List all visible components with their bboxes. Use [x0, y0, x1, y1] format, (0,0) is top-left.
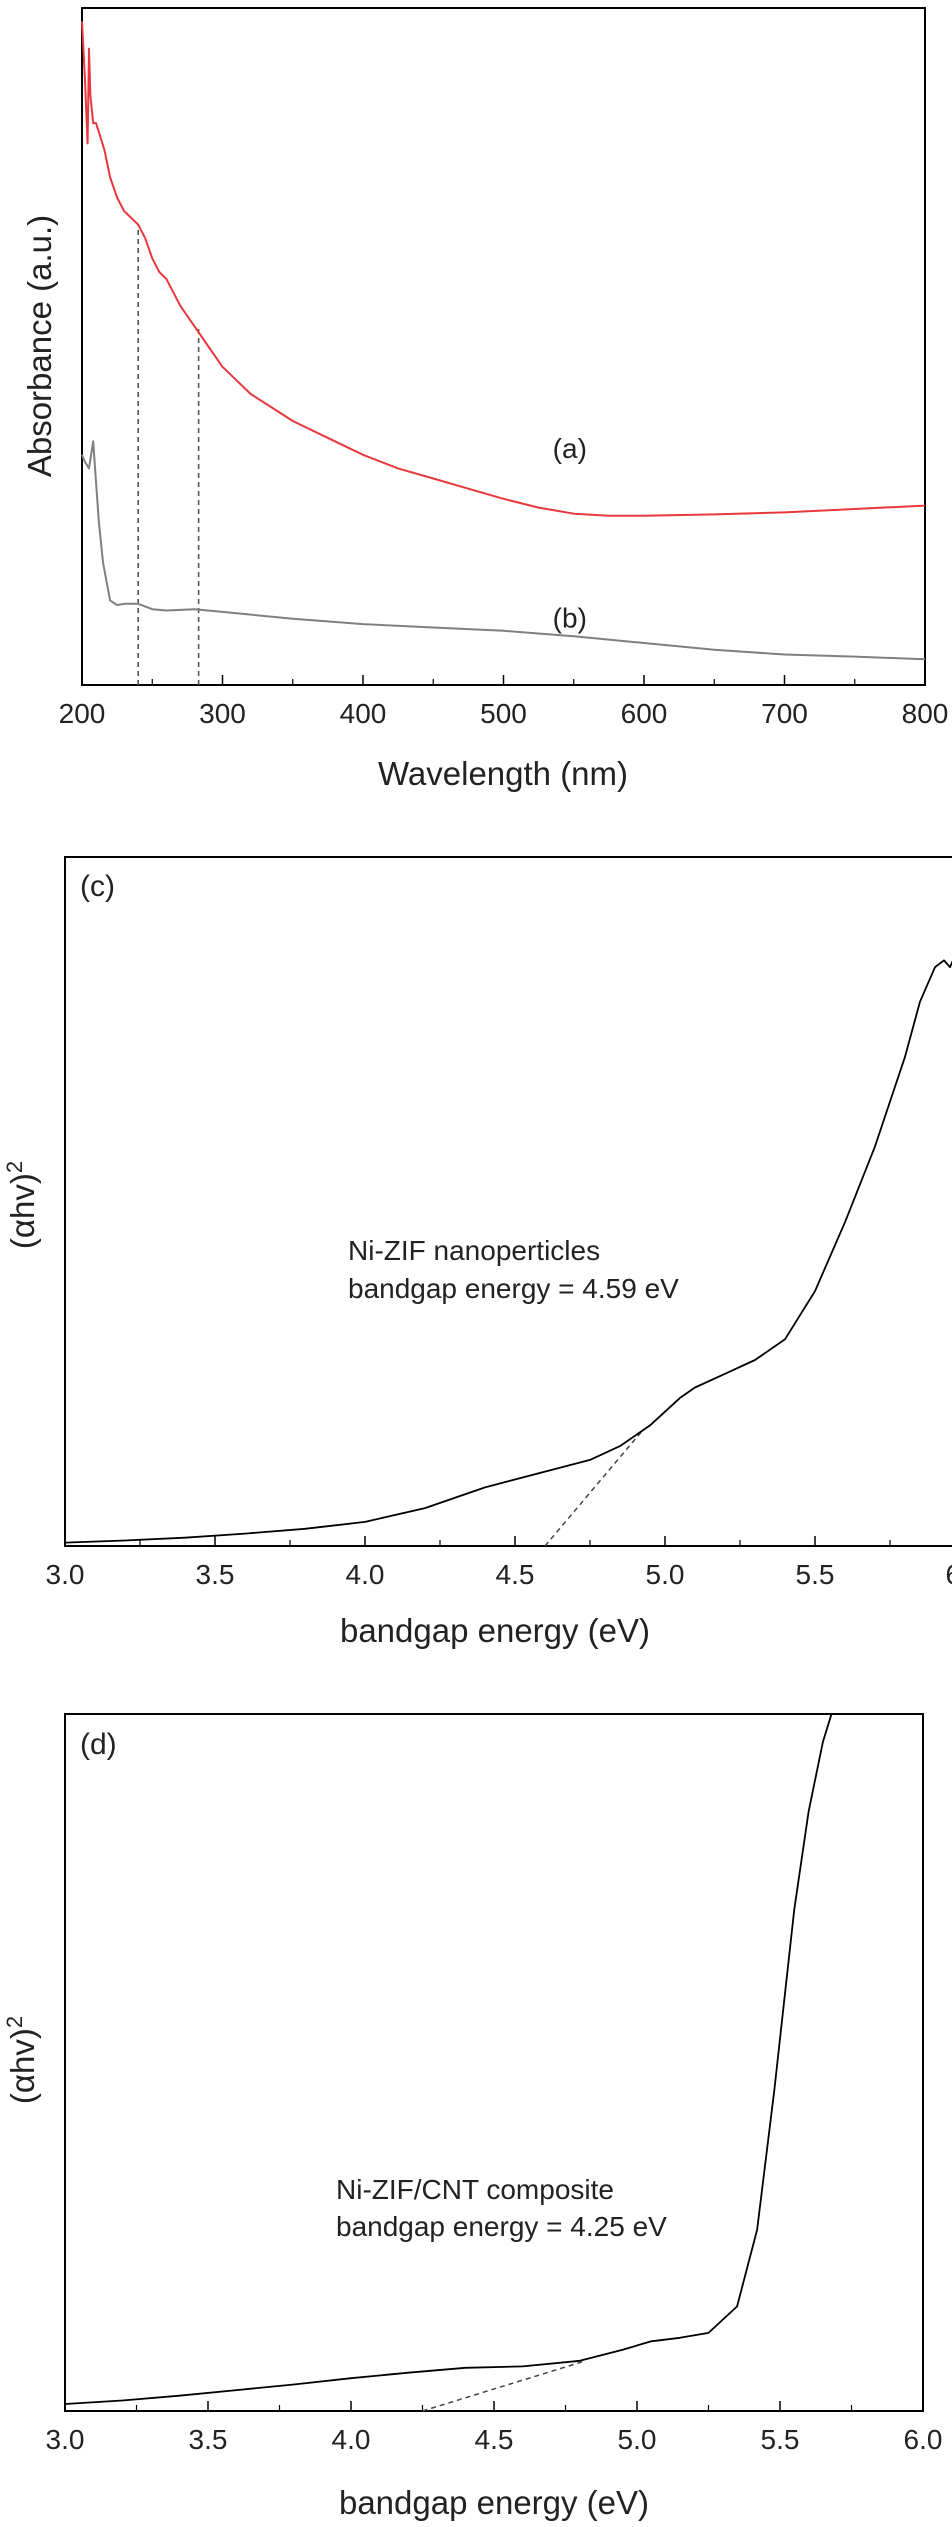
panel-label: (d) — [80, 1728, 117, 1761]
series-line — [81, 21, 926, 517]
annotation-line-1: Ni-ZIF/CNT composite — [336, 2174, 614, 2205]
x-tick-label: 800 — [902, 698, 949, 729]
annotation-line-2: bandgap energy = 4.25 eV — [336, 2211, 667, 2242]
x-tick-label: 4.0 — [332, 2424, 371, 2455]
x-tick-label: 6.0 — [946, 1559, 952, 1590]
panel-c: 3.0 3.5 4.0 4.5 5.0 5.5 6.0 (c) Ni-ZIF nanoper… — [2, 856, 952, 1649]
y-axis-title-main: (αhv) — [4, 2028, 41, 2104]
panel-d: 3.0 3.5 4.0 4.5 5.0 5.5 6.0 (d) Ni-ZIF/CNT com… — [2, 1713, 943, 2521]
annotation-line-1: Ni-ZIF nanoperticles — [348, 1235, 600, 1266]
x-axis-ticks: 200 300 400 500 600 700 800 — [59, 675, 949, 729]
panel-label: (c) — [80, 870, 115, 903]
x-tick-label: 700 — [761, 698, 808, 729]
series-labels: (a) (b) — [553, 433, 587, 633]
x-axis-title: bandgap energy (eV) — [340, 1612, 650, 1649]
panel-absorbance: 200 300 400 500 600 700 800 (a) (b) Wavelength … — [21, 7, 949, 792]
x-tick-label: 400 — [340, 698, 387, 729]
x-axis-ticks: 3.0 3.5 4.0 4.5 5.0 5.5 6.0 — [46, 2401, 943, 2455]
x-tick-label: 3.0 — [46, 2424, 85, 2455]
x-tick-label: 6.0 — [904, 2424, 943, 2455]
x-tick-label: 4.5 — [475, 2424, 514, 2455]
y-axis-title-sup: 2 — [2, 1161, 27, 1173]
y-axis-title: (αhv)2 — [2, 2016, 42, 2104]
x-tick-label: 200 — [59, 698, 106, 729]
series-line — [81, 440, 926, 661]
series-line — [64, 959, 952, 1544]
x-tick-label: 500 — [480, 698, 527, 729]
x-tick-label: 4.5 — [496, 1559, 535, 1590]
x-tick-label: 300 — [199, 698, 246, 729]
y-axis-title-main: (αhv) — [4, 1173, 41, 1249]
x-tick-label: 3.5 — [189, 2424, 228, 2455]
annotation-line-2: bandgap energy = 4.59 eV — [348, 1273, 679, 1304]
tangent-line — [544, 1431, 642, 1547]
x-tick-label: 5.5 — [761, 2424, 800, 2455]
series-line — [64, 1713, 833, 2405]
x-tick-label: 5.0 — [646, 1559, 685, 1590]
series-label: (a) — [553, 433, 587, 464]
x-tick-label: 3.0 — [46, 1559, 85, 1590]
x-tick-label: 3.5 — [196, 1559, 235, 1590]
x-tick-label: 4.0 — [346, 1559, 385, 1590]
y-axis-title: (αhv)2 — [2, 1161, 42, 1249]
y-axis-title: Absorbance (a.u.) — [21, 215, 58, 477]
x-tick-label: 600 — [621, 698, 668, 729]
plot-marks — [64, 959, 952, 1547]
tangent-line — [422, 2360, 586, 2412]
x-axis-ticks: 3.0 3.5 4.0 4.5 5.0 5.5 6.0 — [46, 1536, 952, 1590]
x-axis-title: bandgap energy (eV) — [339, 2484, 649, 2521]
series-label: (b) — [553, 602, 587, 633]
plot-marks — [64, 1713, 833, 2412]
y-axis-title-sup: 2 — [2, 2016, 27, 2028]
plot-frame — [64, 856, 952, 1547]
plot-marks — [81, 21, 926, 685]
x-tick-label: 5.5 — [796, 1559, 835, 1590]
x-axis-title: Wavelength (nm) — [378, 755, 628, 792]
x-tick-label: 5.0 — [618, 2424, 657, 2455]
plot-frame — [64, 1713, 924, 2412]
